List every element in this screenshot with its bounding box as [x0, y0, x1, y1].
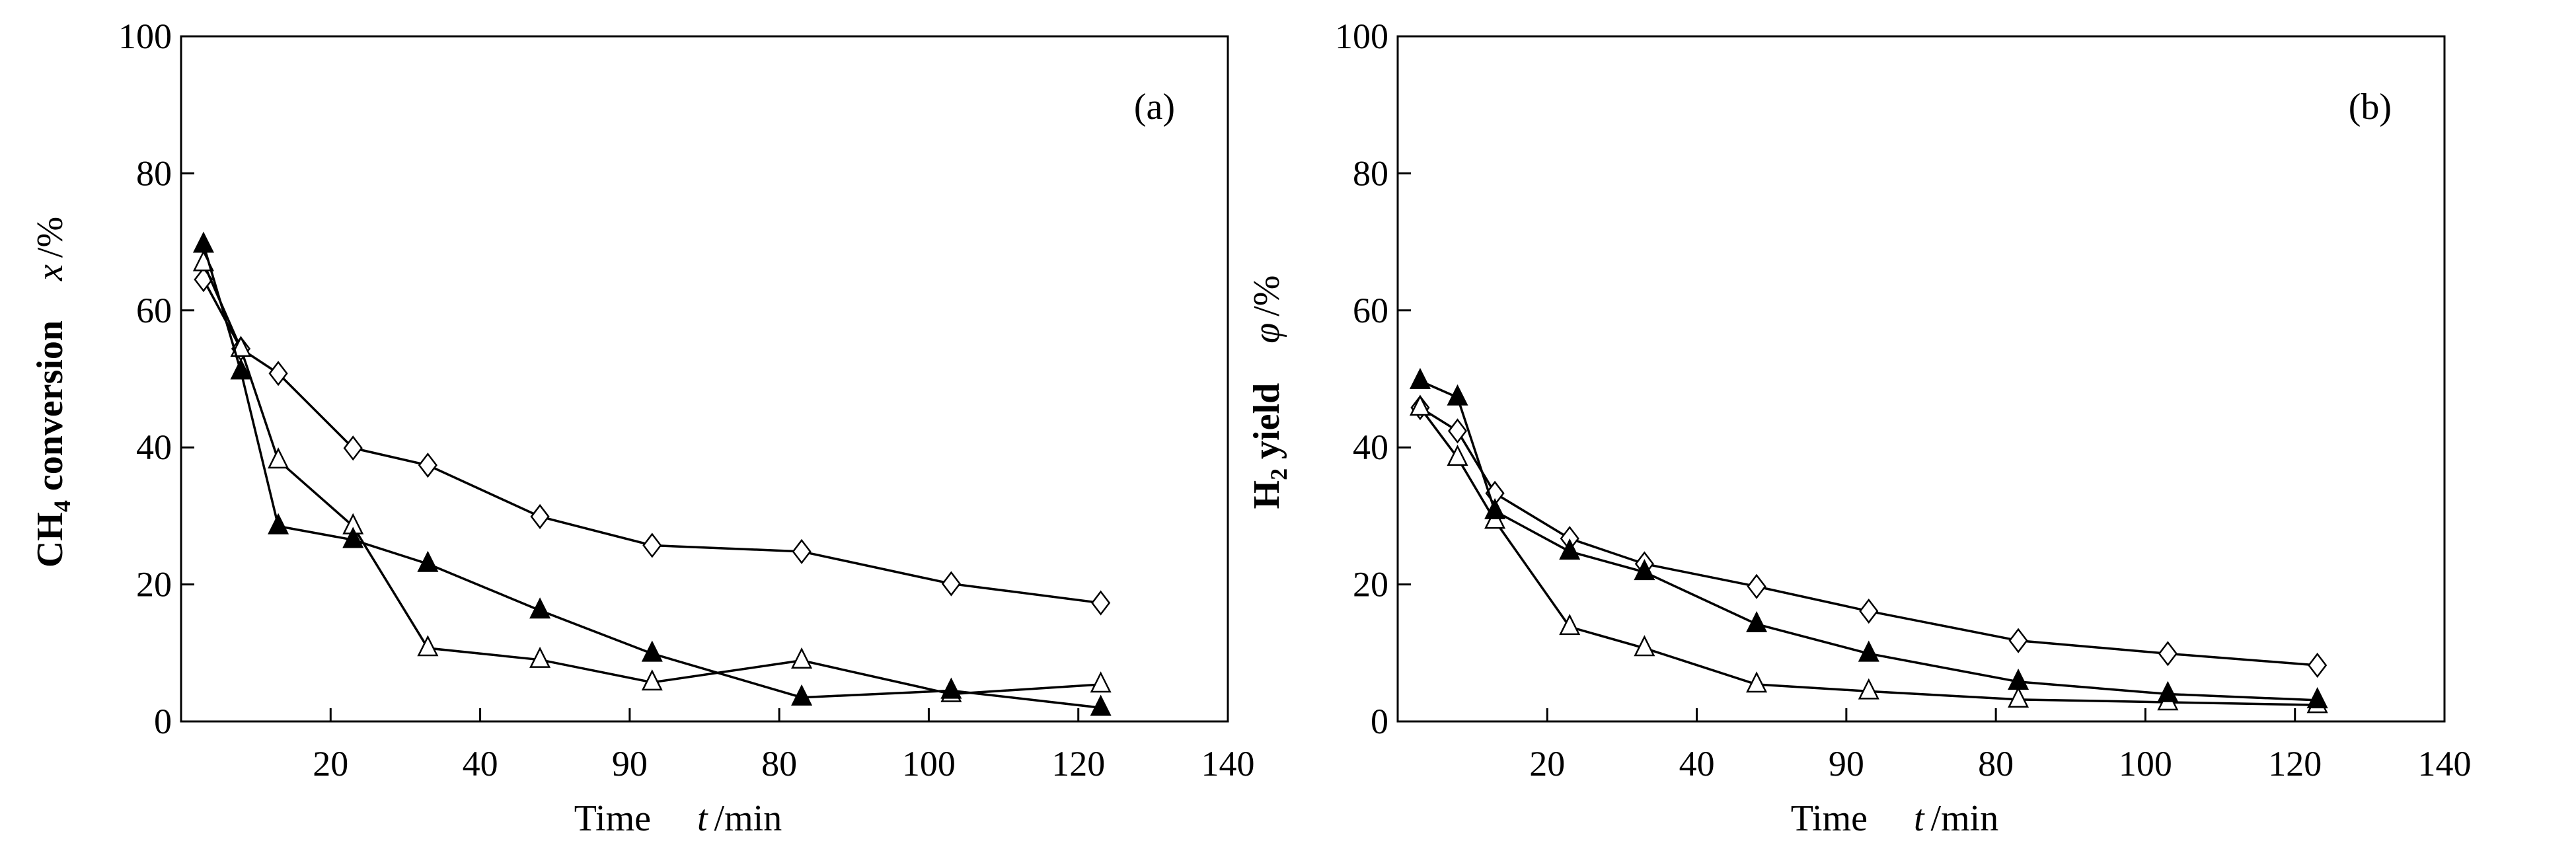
data-point [1858, 678, 1879, 700]
data-point [530, 503, 550, 529]
series-open-triangle [1409, 394, 2328, 714]
y-tick-label: 100 [1335, 17, 1388, 56]
series-filled-triangle [1409, 367, 2328, 709]
series-open-diamond [194, 267, 1111, 616]
data-point [343, 435, 363, 461]
data-point [2008, 669, 2029, 690]
y-tick-label: 20 [136, 565, 172, 605]
x-tick-label: 40 [463, 744, 498, 784]
data-point [1858, 640, 1879, 662]
data-point [641, 640, 663, 662]
series-line [202, 279, 1101, 605]
data-point [1747, 573, 1766, 599]
data-point [230, 358, 252, 380]
data-point [230, 336, 252, 357]
y-tick-label: 0 [154, 702, 172, 741]
x-tick-label: 120 [1051, 744, 1105, 784]
y-tick-label: 40 [136, 427, 172, 467]
data-point [792, 538, 812, 564]
y-axis-label: H2 yieldφ/% [1246, 275, 1292, 509]
panel-b: 0 20 40 60 80 100 20 40 90 80 100 120 140 Time t/min H2… [1246, 17, 2472, 839]
data-point [641, 669, 663, 691]
x-tick-label: 100 [2119, 744, 2172, 784]
data-point [268, 361, 288, 386]
data-point [417, 550, 439, 572]
data-point [941, 571, 961, 597]
data-point [1634, 635, 1655, 657]
x-axis-label: Time t/min [1791, 798, 1998, 839]
data-point [1746, 671, 1768, 693]
data-point [642, 532, 662, 558]
data-point [1484, 497, 1506, 519]
panel-a: 0 20 40 60 80 100 20 40 90 80 100 120 140 Time t/min CH… [30, 17, 1255, 839]
y-tick-label: 40 [1353, 427, 1388, 467]
data-point [268, 447, 289, 469]
series-line [202, 262, 1101, 696]
series-line [1420, 380, 2318, 702]
data-point [1091, 590, 1111, 616]
x-tick-label: 100 [902, 744, 956, 784]
x-tick-label: 20 [313, 744, 348, 784]
data-point [1409, 394, 1431, 416]
data-point [1859, 598, 1879, 624]
series-line [1419, 407, 2318, 706]
data-point [1634, 559, 1655, 581]
data-point [791, 684, 813, 706]
panel-label: (b) [2349, 87, 2392, 128]
plot-frame [180, 35, 1229, 723]
data-point [418, 453, 437, 478]
plot-frame [1396, 35, 2446, 723]
data-point [2308, 652, 2328, 678]
x-tick-label: 40 [1679, 744, 1715, 784]
x-tick-label: 80 [1978, 744, 2014, 784]
series-line [202, 244, 1101, 709]
data-point [1447, 418, 1468, 444]
data-point [1447, 444, 1468, 466]
data-point [791, 647, 813, 669]
data-point [2157, 680, 2179, 702]
y-tick-label: 0 [1371, 702, 1388, 741]
data-point [342, 527, 364, 548]
data-point [2158, 641, 2178, 667]
data-point [1746, 610, 1768, 632]
y-axis-label: CH4 conversionx/% [30, 217, 75, 568]
x-axis-label: Time t/min [574, 798, 782, 839]
y-tick-label: 80 [136, 153, 172, 193]
x-tick-label: 20 [1529, 744, 1565, 784]
data-point [2306, 687, 2328, 709]
data-point [1409, 367, 1431, 389]
series-open-triangle [192, 250, 1112, 702]
data-point [1090, 694, 1112, 716]
y-tick-label: 60 [136, 291, 172, 330]
x-tick-label: 120 [2268, 744, 2322, 784]
x-tick-label: 140 [1201, 744, 1255, 784]
data-point [268, 513, 289, 534]
data-point [529, 597, 551, 619]
series-filled-triangle [192, 231, 1112, 716]
data-point [1559, 614, 1581, 636]
data-point [417, 635, 439, 657]
x-tick-label: 90 [612, 744, 648, 784]
y-tick-label: 80 [1353, 153, 1388, 193]
data-point [2008, 628, 2028, 653]
x-tick-label: 80 [761, 744, 797, 784]
data-point [192, 231, 214, 253]
panel-label: (a) [1134, 87, 1175, 128]
series-line [1420, 406, 2318, 667]
data-point [1559, 538, 1581, 560]
data-point [1447, 384, 1468, 406]
y-tick-label: 60 [1353, 291, 1388, 330]
x-tick-label: 140 [2418, 744, 2472, 784]
data-point [529, 646, 551, 668]
data-point [940, 677, 962, 699]
series-open-diamond [1410, 394, 2328, 678]
y-tick-label: 20 [1353, 565, 1388, 605]
data-point [2008, 686, 2029, 708]
x-tick-label: 90 [1829, 744, 1864, 784]
y-tick-label: 100 [118, 17, 172, 56]
data-point [1090, 671, 1112, 693]
